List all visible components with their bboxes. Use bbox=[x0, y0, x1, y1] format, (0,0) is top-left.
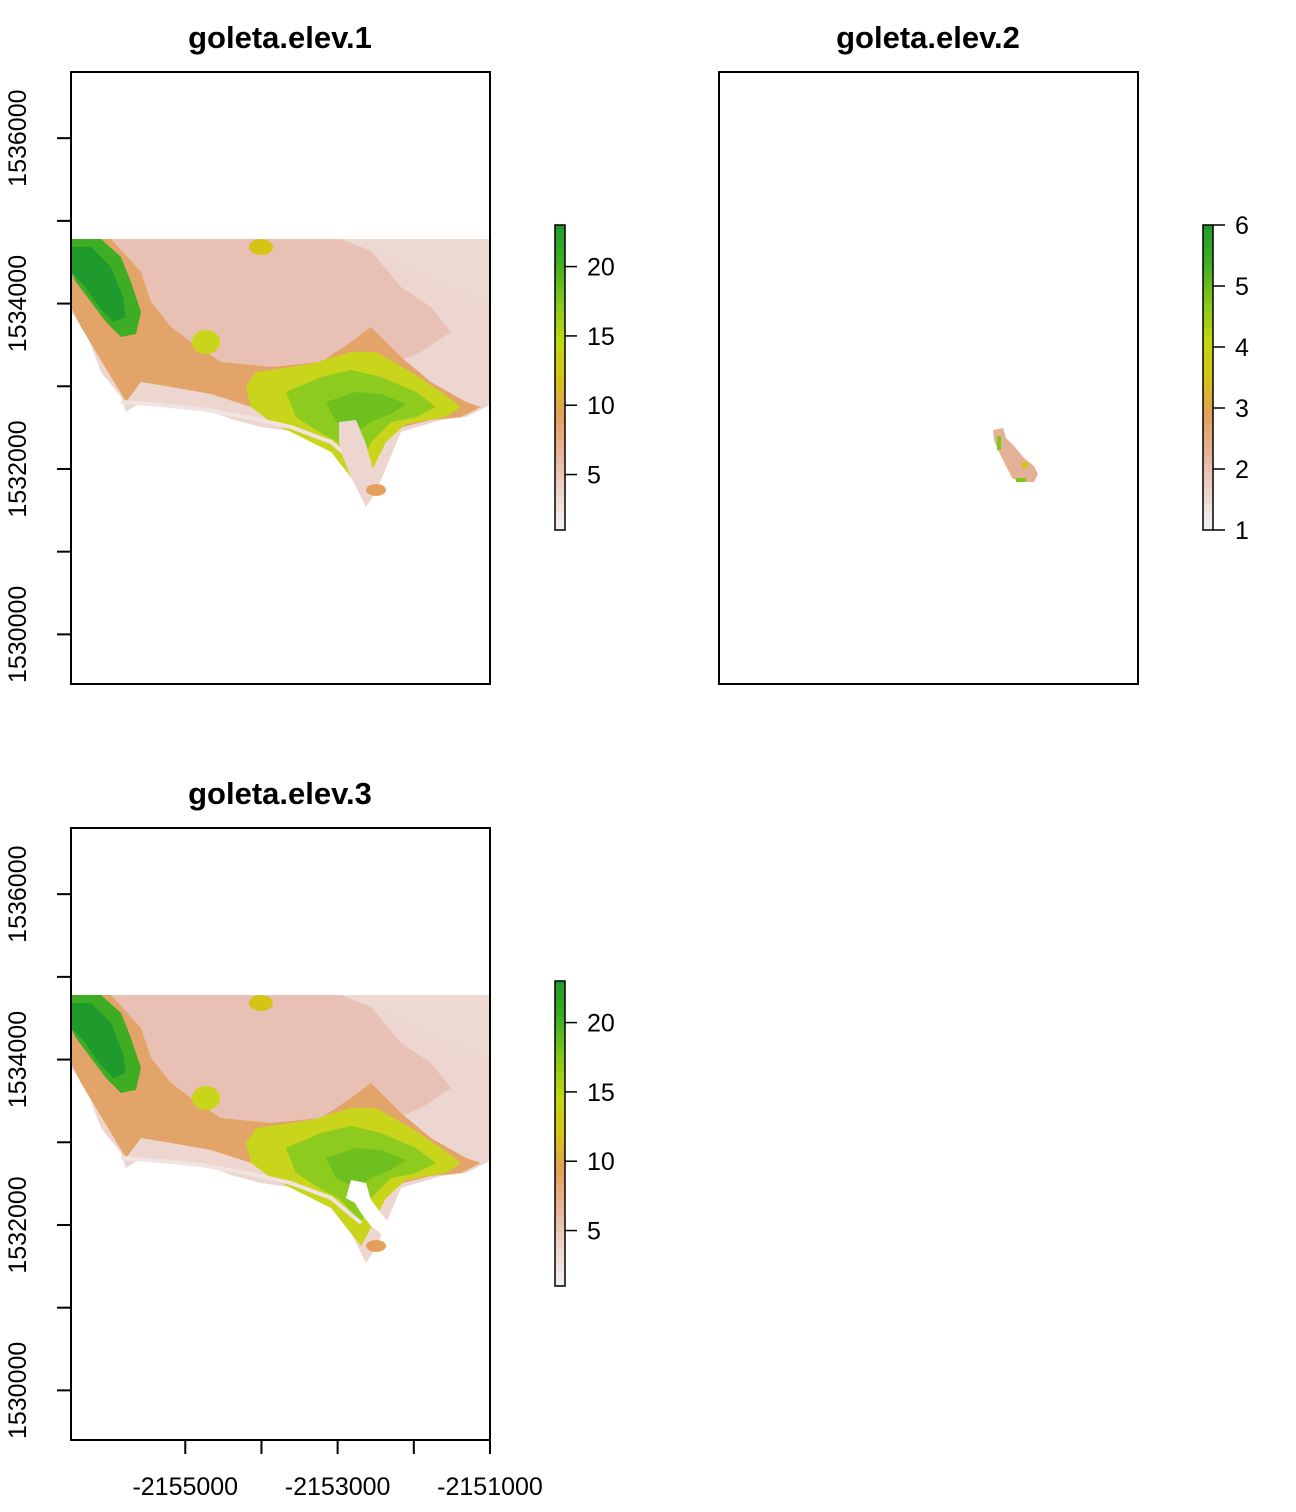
legend-tick-label: 3 bbox=[1235, 395, 1249, 423]
legend-colorbar bbox=[554, 224, 566, 531]
y-axis: 1530000 1532000 1534000 1536000 bbox=[4, 845, 72, 1439]
legend-tick-label: 5 bbox=[587, 1218, 601, 1246]
y-tick-label: 1532000 bbox=[4, 1176, 32, 1273]
panel-goleta-elev-1: goleta.elev.1 1530000 1532000 1534000 15360… bbox=[4, 20, 615, 685]
panel-title: goleta.elev.1 bbox=[188, 20, 372, 55]
y-tick-label: 1530000 bbox=[4, 1342, 32, 1439]
panel-title: goleta.elev.2 bbox=[836, 20, 1020, 55]
legend-colorbar bbox=[554, 980, 566, 1287]
panel-title: goleta.elev.3 bbox=[188, 776, 372, 811]
raster-image bbox=[71, 993, 490, 1265]
legend-tick-label: 20 bbox=[587, 1010, 615, 1038]
color-legend: 1 2 3 4 5 6 bbox=[1202, 212, 1249, 545]
color-legend: 5 10 15 20 bbox=[554, 980, 615, 1287]
y-tick-label: 1530000 bbox=[4, 586, 32, 683]
x-tick-label: -2153000 bbox=[285, 1473, 391, 1501]
x-tick-label: -2151000 bbox=[437, 1473, 543, 1501]
legend-tick-label: 5 bbox=[587, 462, 601, 490]
y-axis: 1530000 1532000 1534000 1536000 bbox=[4, 89, 72, 683]
raster-image bbox=[71, 237, 490, 509]
panel-goleta-elev-2: goleta.elev.2 1 2 3 4 5 6 bbox=[718, 20, 1249, 685]
legend-tick-label: 15 bbox=[587, 1079, 615, 1107]
raster-image bbox=[993, 428, 1038, 482]
y-tick-label: 1536000 bbox=[4, 845, 32, 942]
legend-tick-label: 20 bbox=[587, 254, 615, 282]
y-tick-label: 1536000 bbox=[4, 89, 32, 186]
legend-tick-label: 6 bbox=[1235, 212, 1249, 240]
legend-tick-label: 10 bbox=[587, 392, 615, 420]
y-tick-label: 1532000 bbox=[4, 420, 32, 517]
color-legend: 5 10 15 20 bbox=[554, 224, 615, 531]
legend-tick-label: 15 bbox=[587, 323, 615, 351]
legend-tick-label: 2 bbox=[1235, 456, 1249, 484]
x-axis: -2155000 -2153000 -2151000 bbox=[132, 1439, 543, 1501]
legend-tick-label: 4 bbox=[1235, 334, 1249, 362]
x-tick-label: -2155000 bbox=[132, 1473, 238, 1501]
y-tick-label: 1534000 bbox=[4, 255, 32, 352]
panel-goleta-elev-3: goleta.elev.3 1530000 1532000 1534000 15360… bbox=[4, 776, 615, 1501]
legend-colorbar bbox=[1202, 224, 1214, 531]
legend-tick-label: 10 bbox=[587, 1148, 615, 1176]
legend-tick-label: 5 bbox=[1235, 273, 1249, 301]
plot-frame bbox=[718, 71, 1139, 685]
y-tick-label: 1534000 bbox=[4, 1011, 32, 1108]
legend-tick-label: 1 bbox=[1235, 517, 1249, 545]
